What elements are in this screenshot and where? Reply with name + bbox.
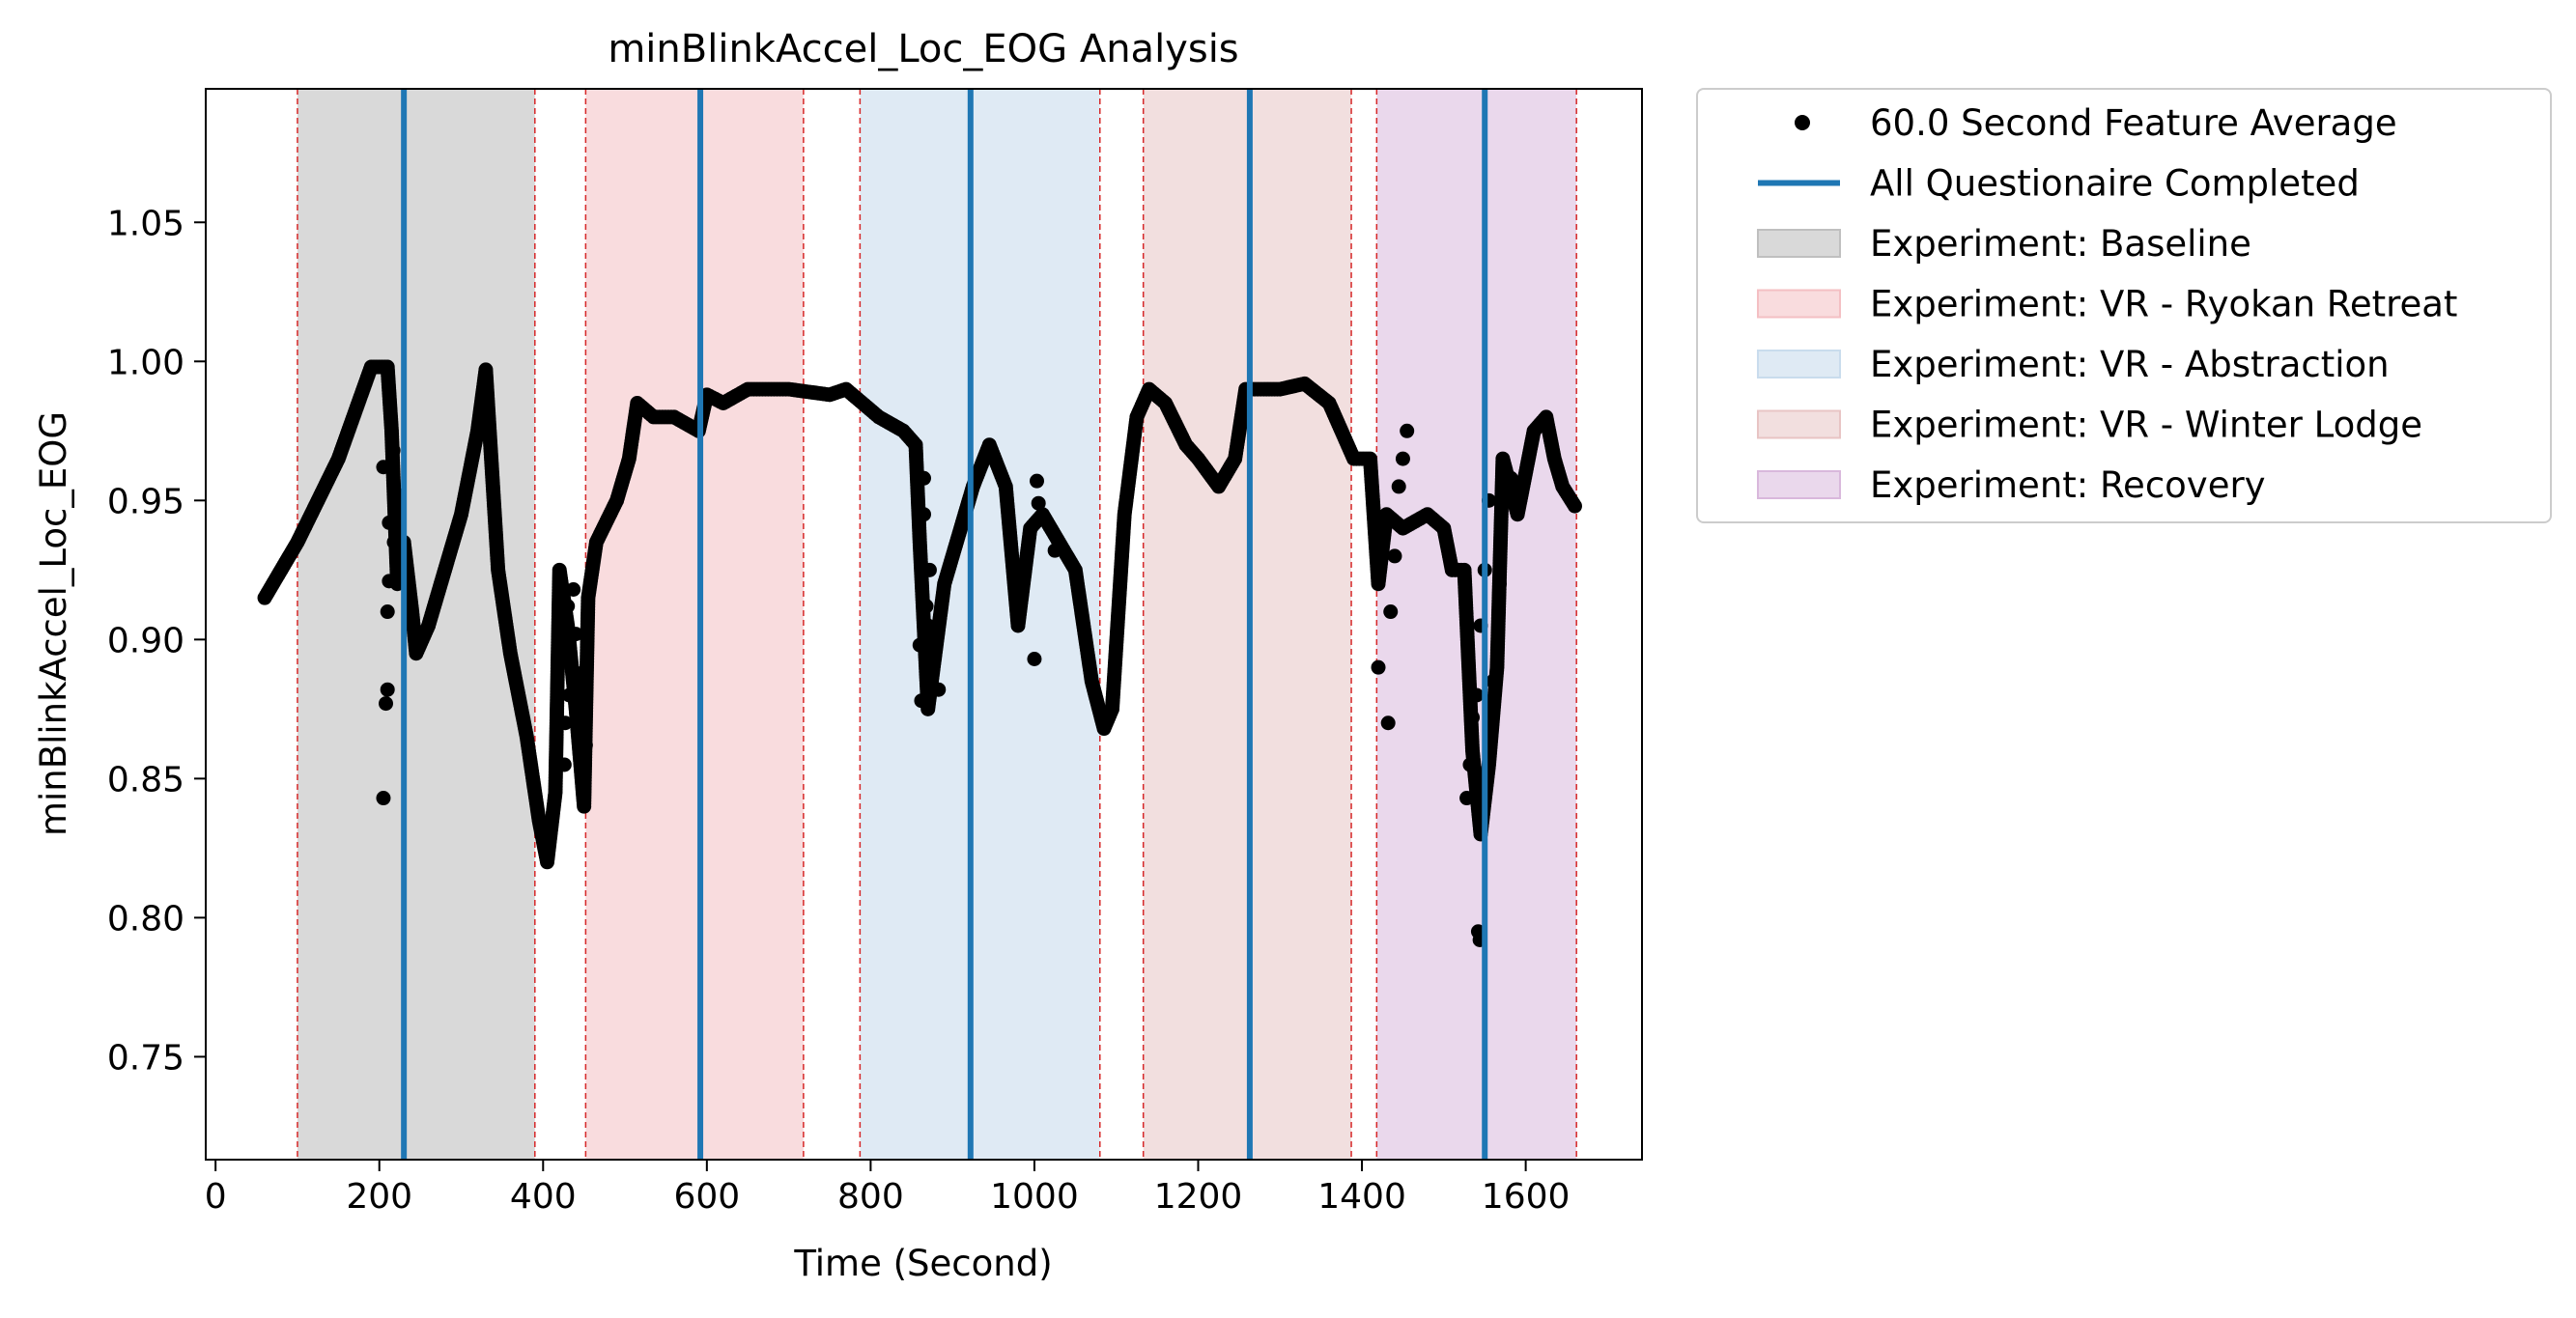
legend-label-0: 60.0 Second Feature Average <box>1870 102 2397 144</box>
y-tick-label-4: 0.95 <box>107 482 184 521</box>
data-point-1979 <box>376 460 391 475</box>
data-point-1992 <box>566 581 581 597</box>
data-point-2023 <box>1491 576 1507 592</box>
data-point-1987 <box>575 665 590 681</box>
feature-average-points <box>257 359 1582 947</box>
data-point-1974 <box>376 791 391 806</box>
data-point-1996 <box>921 562 937 577</box>
y-tick-label-2: 0.85 <box>107 760 184 799</box>
data-point-2014 <box>1462 757 1478 772</box>
axes-frame <box>205 88 1643 1161</box>
legend: 60.0 Second Feature Average All Questiona… <box>1696 88 2552 523</box>
x-tick-label-6: 1200 <box>1154 1177 1243 1217</box>
data-point-2006 <box>1371 659 1386 675</box>
data-point-1984 <box>568 627 583 642</box>
legend-swatch-0 <box>1757 229 1841 258</box>
data-point-1985 <box>572 693 587 709</box>
legend-label-1: All Questionaire Completed <box>1870 163 2360 205</box>
x-axis-ticks: 0 200 400 600 800 1000 1200 1400 1600 <box>205 1160 1571 1217</box>
data-point-1973 <box>1567 498 1582 514</box>
x-tick-label-7: 1400 <box>1317 1177 1406 1217</box>
data-point-2007 <box>1380 715 1396 731</box>
data-point-2015 <box>1465 710 1481 725</box>
legend-swatch-3 <box>1757 409 1841 439</box>
data-point-1982 <box>389 488 405 503</box>
data-point-1999 <box>920 618 936 633</box>
legend-frame <box>1696 88 2552 523</box>
data-point-2009 <box>1387 548 1402 564</box>
x-tick-label-4: 800 <box>837 1177 904 1217</box>
legend-marker-points <box>1795 115 1810 130</box>
region-1 <box>585 89 804 1160</box>
legend-label-2: Experiment: Baseline <box>1870 223 2251 265</box>
y-axis-label: minBlinkAccel_Loc_EOG <box>33 411 74 836</box>
y-tick-label-6: 1.05 <box>107 204 184 243</box>
data-point-1975 <box>379 696 394 712</box>
legend-label-6: Experiment: Recovery <box>1870 464 2266 506</box>
legend-label-4: Experiment: VR - Abstraction <box>1870 344 2390 385</box>
data-point-1988 <box>561 687 577 703</box>
data-point-1989 <box>556 757 572 772</box>
y-tick-label-3: 0.90 <box>107 621 184 660</box>
data-point-2001 <box>931 682 947 697</box>
legend-label-3: Experiment: VR - Ryokan Retreat <box>1870 284 2457 325</box>
data-point-1980 <box>382 515 397 530</box>
x-tick-label-5: 1000 <box>990 1177 1079 1217</box>
data-point-2011 <box>1395 451 1410 466</box>
region-2 <box>860 89 1100 1160</box>
data-point-2000 <box>926 646 942 661</box>
data-point-2005 <box>1047 543 1062 558</box>
data-point-2022 <box>1486 674 1501 689</box>
data-point-1998 <box>917 507 931 522</box>
x-tick-label-1: 200 <box>346 1177 412 1217</box>
legend-label-5: Experiment: VR - Winter Lodge <box>1870 405 2422 446</box>
x-tick-label-3: 600 <box>673 1177 740 1217</box>
y-tick-label-1: 0.80 <box>107 899 184 939</box>
y-axis-ticks: 0.75 0.80 0.85 0.90 0.95 1.00 1.05 <box>107 204 206 1078</box>
x-tick-label-0: 0 <box>205 1177 227 1217</box>
x-axis-label: Time (Second) <box>793 1243 1052 1284</box>
chart-title: minBlinkAccel_Loc_EOG Analysis <box>608 27 1238 71</box>
data-point-1991 <box>560 599 576 614</box>
data-point-1995 <box>919 599 934 614</box>
data-point-1977 <box>380 604 395 620</box>
questionnaire-lines <box>401 89 1488 1160</box>
data-point-1990 <box>557 715 573 731</box>
legend-swatch-4 <box>1757 470 1841 499</box>
data-point-1997 <box>917 470 931 486</box>
data-point-1983 <box>386 535 402 550</box>
data-point-2010 <box>1391 479 1406 494</box>
data-point-1986 <box>578 738 593 753</box>
data-point-2013 <box>1459 791 1475 806</box>
data-point-1993 <box>912 637 927 653</box>
legend-swatch-1 <box>1757 289 1841 319</box>
data-point-2003 <box>1029 473 1044 489</box>
data-point-1978 <box>382 574 397 589</box>
x-tick-label-2: 400 <box>510 1177 577 1217</box>
data-point-2025 <box>1503 470 1518 486</box>
x-tick-label-8: 1600 <box>1482 1177 1571 1217</box>
legend-swatch-2 <box>1757 350 1841 379</box>
data-point-2008 <box>1383 604 1399 620</box>
data-point-2012 <box>1400 423 1415 438</box>
y-tick-label-0: 0.75 <box>107 1038 184 1078</box>
data-point-1981 <box>385 442 401 458</box>
data-point-2004 <box>1031 495 1046 511</box>
y-tick-label-5: 1.00 <box>107 343 184 382</box>
data-point-1994 <box>914 693 929 709</box>
data-point-2016 <box>1469 687 1485 703</box>
data-point-2002 <box>1027 652 1042 667</box>
data-point-1976 <box>380 682 395 697</box>
